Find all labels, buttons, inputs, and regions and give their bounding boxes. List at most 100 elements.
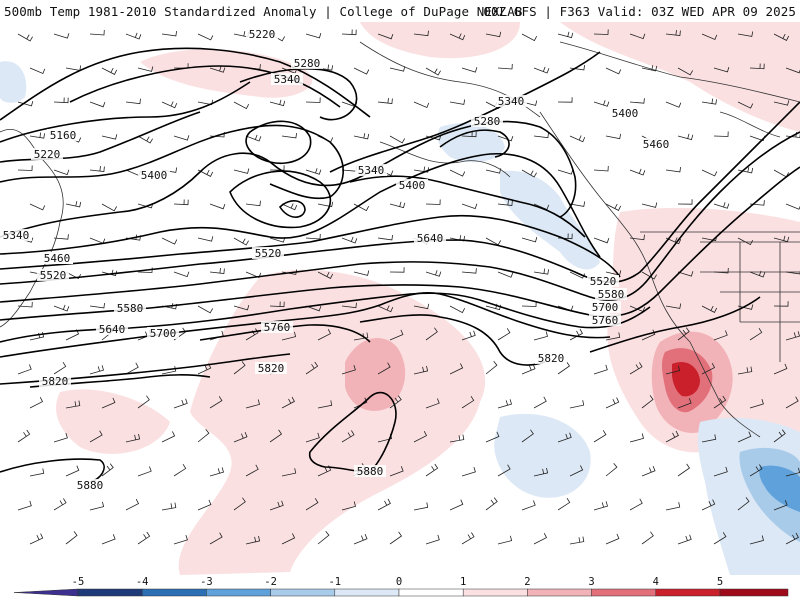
wind-barb bbox=[533, 331, 548, 341]
wind-barb bbox=[101, 463, 114, 477]
wind-barb bbox=[533, 396, 547, 409]
wind-barb bbox=[785, 532, 799, 545]
contour-label: 5340 bbox=[274, 73, 301, 86]
contour-label-bg bbox=[0, 229, 32, 241]
contour-line bbox=[359, 314, 546, 366]
wind-barb bbox=[629, 498, 643, 511]
wind-barb bbox=[305, 432, 320, 443]
wind-barb bbox=[485, 31, 502, 38]
wind-barb bbox=[389, 329, 404, 341]
wind-barb bbox=[641, 202, 658, 208]
wind-barb bbox=[773, 429, 786, 443]
contour-label: 5820 bbox=[42, 375, 69, 388]
wind-barb bbox=[245, 134, 262, 142]
wind-barb bbox=[161, 237, 178, 245]
wind-barb bbox=[461, 203, 478, 210]
wind-barb bbox=[749, 270, 766, 278]
wind-barb bbox=[245, 200, 261, 207]
wind-barb bbox=[605, 533, 620, 545]
wind-barb bbox=[377, 33, 394, 40]
contour-line bbox=[278, 200, 306, 218]
wind-barb bbox=[245, 271, 262, 279]
contour-label: 5580 bbox=[598, 288, 625, 301]
wind-barb bbox=[569, 201, 586, 207]
wind-barb bbox=[449, 33, 466, 41]
wind-barb bbox=[413, 431, 428, 443]
wind-barb bbox=[557, 497, 571, 511]
contour-label-bg bbox=[39, 375, 71, 387]
wind-barb bbox=[593, 430, 607, 443]
wind-barb bbox=[281, 533, 296, 545]
wind-barb bbox=[713, 466, 728, 477]
wind-barb bbox=[269, 237, 286, 243]
wind-barb bbox=[89, 365, 104, 375]
wind-barb bbox=[773, 500, 788, 511]
contour-line bbox=[0, 120, 577, 238]
wind-barb bbox=[305, 32, 322, 39]
wind-barb bbox=[497, 464, 511, 477]
wind-barb bbox=[209, 532, 223, 545]
wind-barb bbox=[413, 166, 429, 173]
wind-barb bbox=[605, 67, 622, 75]
wind-barb bbox=[17, 33, 33, 42]
wind-barb bbox=[425, 327, 438, 341]
wind-barb bbox=[569, 400, 585, 409]
contour-label: 5520 bbox=[40, 269, 67, 282]
wind-barb bbox=[125, 362, 139, 375]
contour-label: 5820 bbox=[258, 362, 285, 375]
contour-label: 5460 bbox=[44, 252, 71, 265]
wind-barb bbox=[449, 363, 464, 375]
wind-barb bbox=[413, 30, 429, 37]
colorbar-tick-label: 2 bbox=[524, 576, 530, 588]
wind-barb bbox=[353, 67, 370, 75]
wind-barb bbox=[713, 267, 729, 274]
colorbar-tick-label: -1 bbox=[328, 576, 341, 588]
contour-label: 5340 bbox=[498, 95, 525, 108]
wind-barb bbox=[53, 169, 70, 176]
wind-barb bbox=[425, 398, 440, 409]
wind-barb bbox=[737, 431, 752, 443]
colorbar: -5 -4 -3 -2 -1 0 1 2 3 4 5 bbox=[0, 575, 800, 600]
wind-barb bbox=[233, 361, 246, 375]
contour-label-bg bbox=[535, 352, 567, 364]
wind-barb bbox=[605, 332, 621, 341]
wind-barb bbox=[425, 270, 442, 277]
contour-label-bg bbox=[495, 95, 527, 107]
wind-barb bbox=[137, 531, 151, 545]
wind-barb bbox=[461, 131, 477, 138]
wind-barb bbox=[65, 531, 78, 545]
wind-barb bbox=[137, 135, 153, 144]
wind-barb bbox=[425, 463, 439, 477]
wind-barb bbox=[197, 33, 214, 41]
wind-barb bbox=[353, 533, 368, 545]
wind-barb bbox=[137, 66, 154, 72]
contour-line bbox=[245, 120, 312, 164]
wind-barb bbox=[785, 67, 800, 74]
contour-line bbox=[0, 111, 201, 163]
wind-barb bbox=[665, 237, 682, 245]
wind-barb bbox=[605, 133, 622, 140]
wind-barb bbox=[605, 397, 620, 409]
header-bar: 500mb Temp 1981-2010 Standardized Anomal… bbox=[0, 0, 800, 22]
wind-barb bbox=[281, 132, 297, 139]
contour-line bbox=[0, 214, 621, 278]
wind-barb bbox=[713, 330, 728, 341]
wind-barb bbox=[533, 533, 548, 545]
contour-line bbox=[308, 391, 397, 473]
wind-barb bbox=[173, 199, 189, 206]
cool-anomaly-region bbox=[437, 123, 505, 163]
wind-barb bbox=[17, 301, 33, 308]
contour-label-bg bbox=[114, 302, 146, 314]
wind-barb bbox=[641, 329, 656, 341]
contour-line bbox=[0, 101, 800, 285]
wind-barb bbox=[173, 463, 187, 477]
wind-barb bbox=[449, 99, 466, 105]
coastline bbox=[539, 111, 691, 343]
wind-barb bbox=[497, 535, 513, 545]
wind-barb bbox=[53, 304, 70, 312]
wind-barb bbox=[173, 135, 190, 141]
contour-label-bg bbox=[396, 179, 428, 191]
wind-barb bbox=[29, 468, 45, 477]
wind-barb bbox=[773, 100, 790, 106]
wind-barb bbox=[497, 63, 513, 70]
